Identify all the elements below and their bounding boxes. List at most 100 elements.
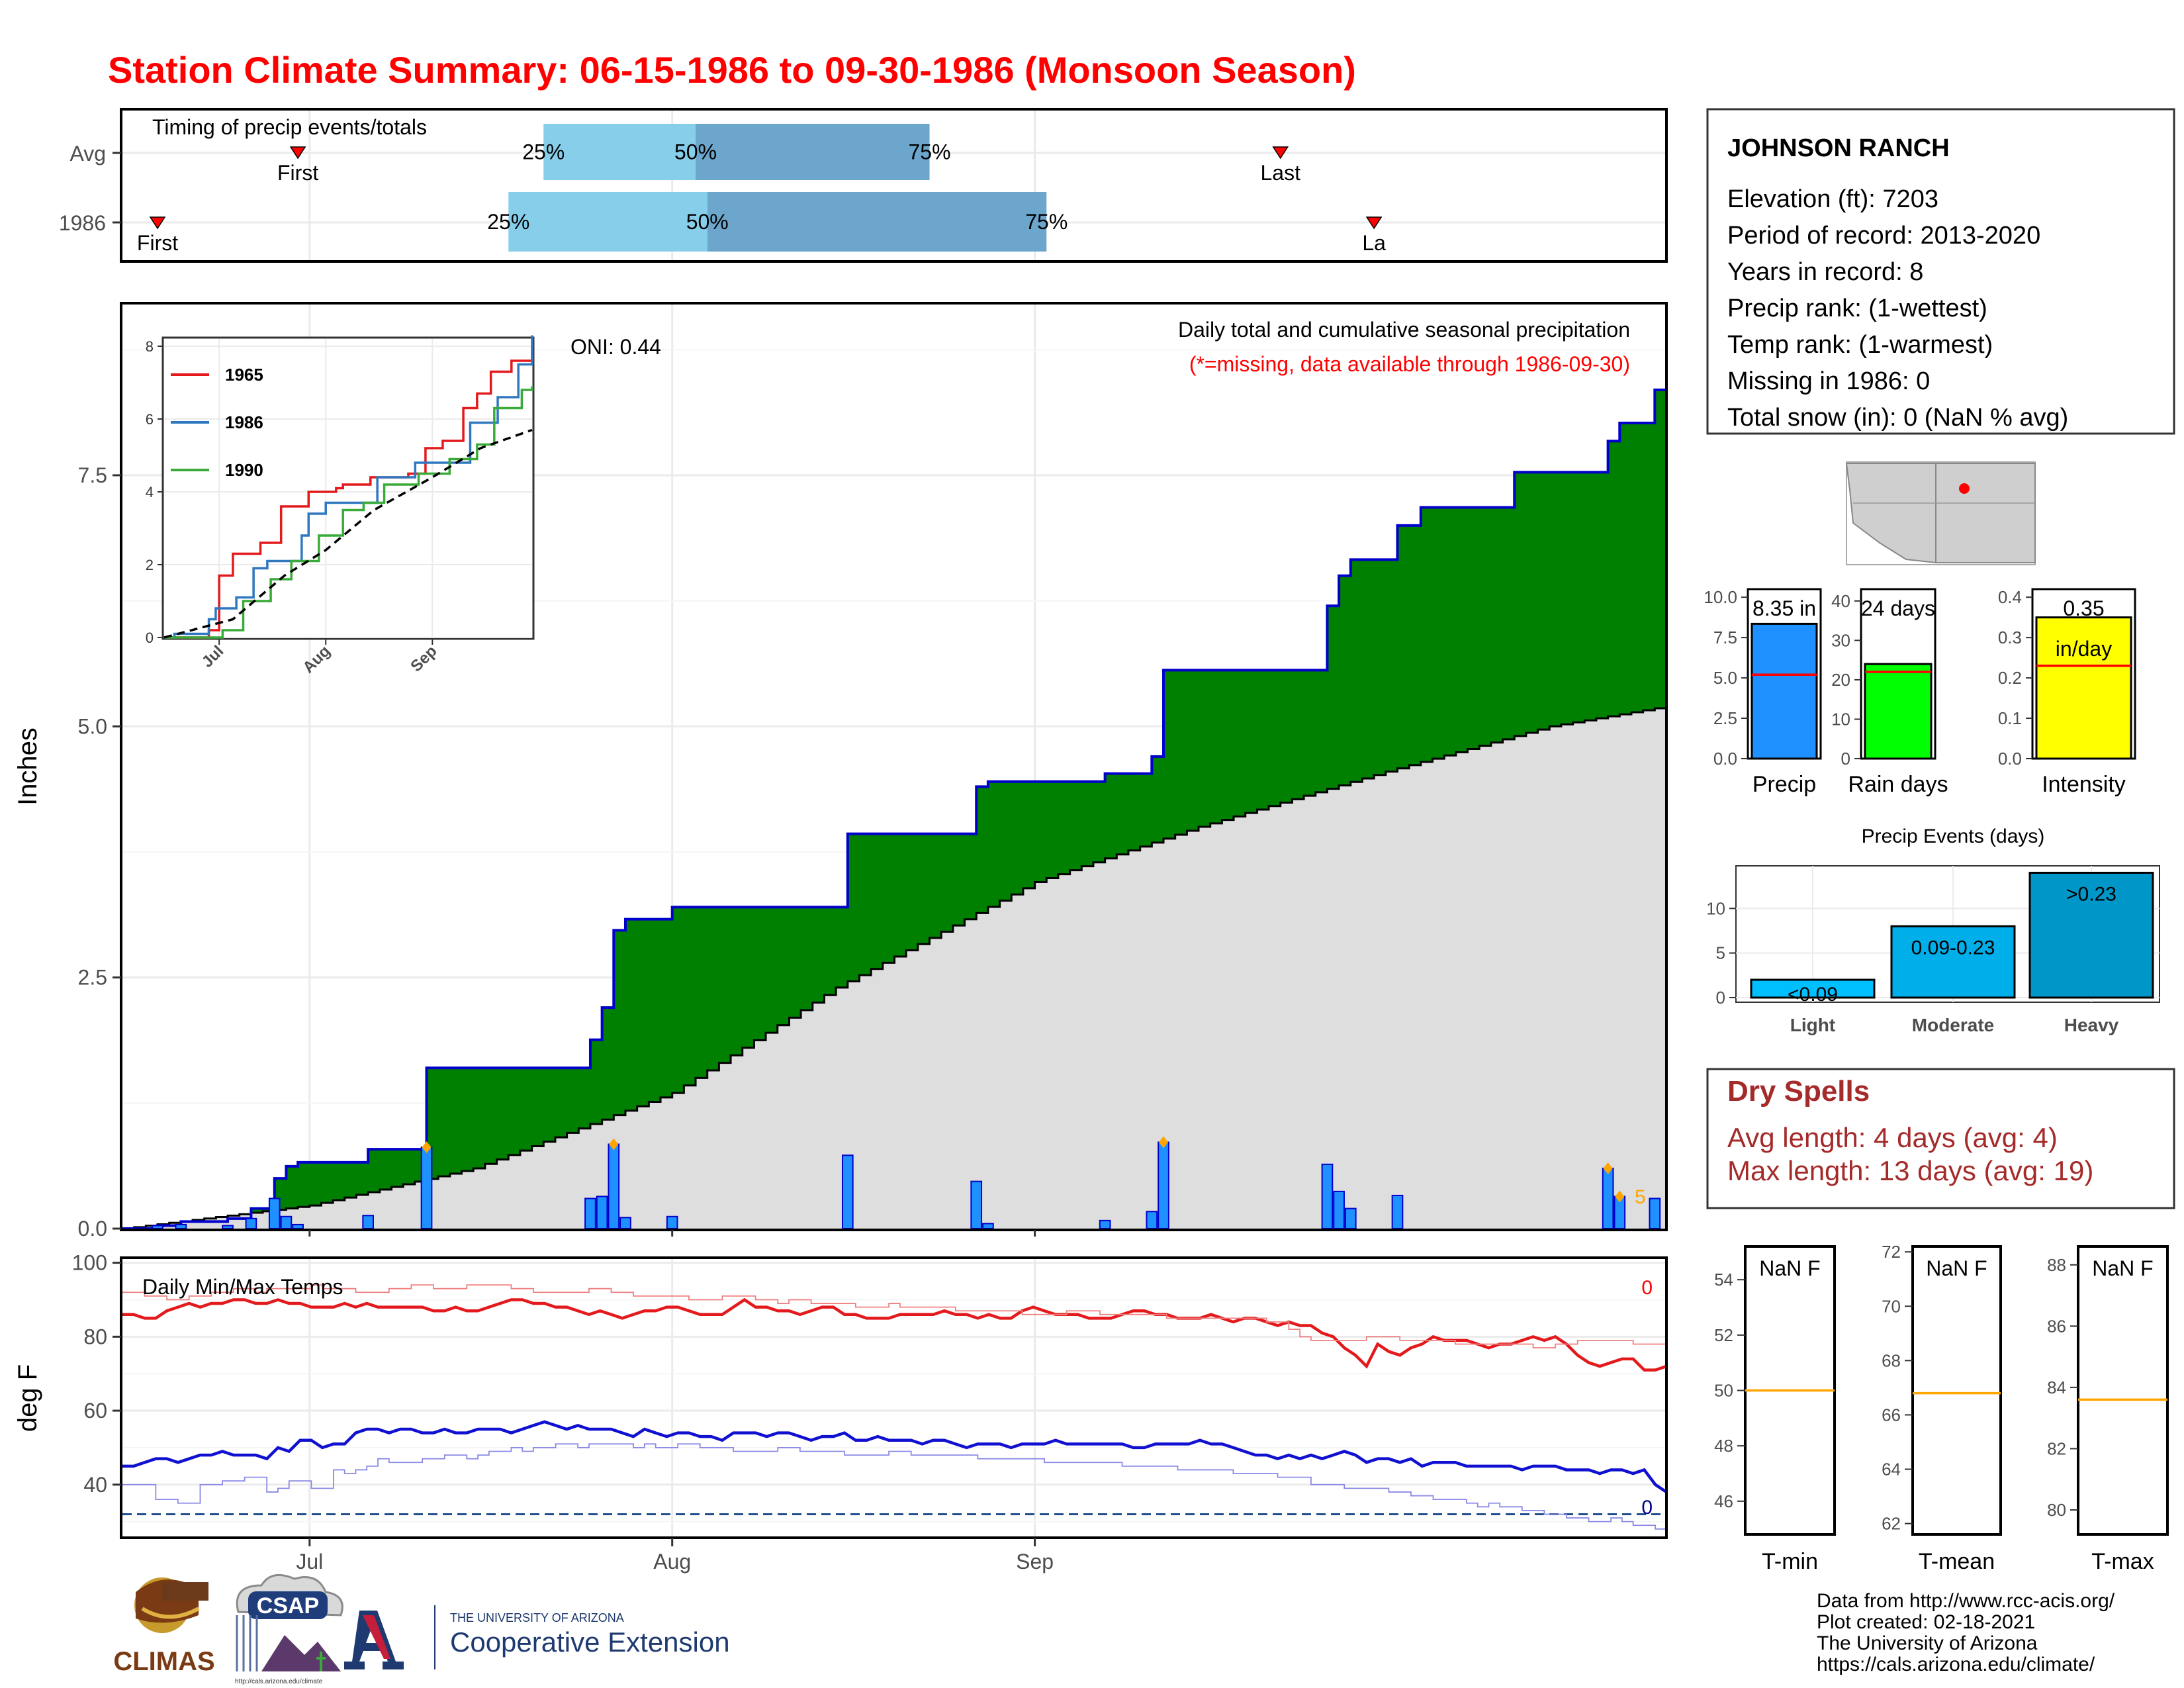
dry-spells-box: Dry Spells Avg length: 4 days (avg: 4) M… xyxy=(1706,1068,2175,1209)
dry-spells-title: Dry Spells xyxy=(1727,1075,1870,1107)
temp-y-tick: 100 xyxy=(72,1251,107,1275)
precip-event-bar-light xyxy=(1750,978,1876,999)
daily-precip-bar xyxy=(1146,1211,1158,1229)
daily-precip-bar xyxy=(1333,1190,1345,1230)
summary-bar-value: 24 days xyxy=(1861,596,1935,620)
summary-bar-label: Rain days xyxy=(1848,772,1948,797)
daily-precip-bar xyxy=(982,1223,994,1230)
daily-precip-bar xyxy=(970,1180,983,1230)
csap-logo: CSAP http://cals.arizona.edu/climate xyxy=(235,1573,343,1685)
inset-y-tick: 8 xyxy=(146,338,154,355)
station-name: JOHNSON RANCH xyxy=(1727,134,1950,162)
precip-event-bar-heavy xyxy=(2028,871,2154,999)
daily-precip-bar xyxy=(268,1197,281,1230)
summary-bar-y-tick: 0 xyxy=(1841,749,1850,769)
x-tick-month: Sep xyxy=(1016,1550,1054,1573)
temp-box-t-mean: NaN F T-mean 62 64 66 68 70 72 xyxy=(1882,1242,2002,1574)
timing-bar-q25-q50 xyxy=(508,192,707,252)
x-tick-month: Jul xyxy=(296,1550,323,1573)
inset-legend-label: 1986 xyxy=(225,412,263,432)
daily-precip-bar xyxy=(175,1223,187,1229)
station-precip-rank: Precip rank: (1-wettest) xyxy=(1727,295,1987,322)
daily-precip-bar xyxy=(841,1154,854,1230)
average-cumulative-line xyxy=(122,706,1668,1230)
climas-logo-text: CLIMAS xyxy=(113,1647,214,1676)
credits: Data from http://www.rcc-acis.org/ Plot … xyxy=(1817,1590,2115,1675)
timing-bar-q50-q75 xyxy=(707,192,1047,252)
timing-bar-q50-q75 xyxy=(696,124,930,180)
summary-bar-y-tick: 0.2 xyxy=(1998,668,2022,688)
summary-bar-y-tick: 20 xyxy=(1831,670,1850,690)
daily-precip-bar xyxy=(152,1225,163,1230)
summary-bar-y-tick: 10 xyxy=(1831,709,1850,729)
temperature-summary-boxes: NaN F T-min 46 48 50 52 54 NaN F T-mean 62 64 66 68 7… xyxy=(1714,1242,2169,1574)
timing-last-marker xyxy=(1272,146,1289,160)
timing-first-marker xyxy=(289,146,306,160)
station-elevation: Elevation (ft): 7203 xyxy=(1727,185,1938,213)
temp-box-y-tick: 88 xyxy=(2047,1255,2066,1275)
inset-line-1965 xyxy=(164,346,533,639)
precip-panel: 0.0 2.5 5.0 7.5 Inches ONI: 0.44 Daily tota… xyxy=(13,302,1668,1241)
timing-label-q50: 50% xyxy=(674,140,717,164)
inset-x-tick: Sep xyxy=(407,642,440,675)
precip-events-chart: Precip Events (days) <0.09 Light 0.09-0.23… xyxy=(1706,825,2160,1035)
temp-box-value: NaN F xyxy=(2092,1256,2153,1280)
flagged-day-marker xyxy=(422,1141,432,1154)
temp-box-y-tick: 82 xyxy=(2047,1438,2066,1458)
timing-label-q50: 50% xyxy=(686,210,729,234)
daily-precip-bar xyxy=(362,1215,374,1230)
daily-precip-bar xyxy=(1391,1194,1404,1230)
precip-subtitle: Daily total and cumulative seasonal prec… xyxy=(1178,318,1630,342)
daily-precip-bar xyxy=(666,1215,678,1229)
precip-event-category: Heavy xyxy=(2064,1015,2119,1035)
temp-line-tmax-avg xyxy=(122,1284,1666,1348)
inset-y-tick: 2 xyxy=(146,557,154,573)
ua-bottom-text: Cooperative Extension xyxy=(450,1626,730,1658)
temp-box-value: NaN F xyxy=(1759,1256,1820,1280)
inset-x-tick: Aug xyxy=(299,642,334,677)
daily-precip-bar xyxy=(222,1225,234,1230)
inset-y-tick: 0 xyxy=(146,630,154,646)
average-cumulative-area xyxy=(122,706,1666,1229)
temp-box-y-tick: 62 xyxy=(1882,1514,1901,1534)
station-missing: Missing in 1986: 0 xyxy=(1727,367,1930,395)
summary-bar-rain-days: 24 days Rain days 0 10 20 30 40 xyxy=(1831,588,1948,797)
summary-bar-y-tick: 10.0 xyxy=(1704,587,1737,607)
daily-precip-bar xyxy=(1602,1167,1614,1230)
temp-box-t-max: NaN F T-max 80 82 84 86 88 xyxy=(2047,1245,2169,1574)
ua-top-text: THE UNIVERSITY OF ARIZONA xyxy=(450,1611,624,1624)
precip-event-bar-label: 0.09-0.23 xyxy=(1911,937,1995,959)
precip-event-category: Light xyxy=(1790,1015,1835,1035)
temp-y-tick: 40 xyxy=(83,1473,107,1497)
tmax-missing: 0 xyxy=(1641,1277,1653,1299)
summary-bar-label: Intensity xyxy=(2042,772,2126,797)
temp-box-y-tick: 70 xyxy=(1882,1296,1901,1316)
daily-precip-bar xyxy=(280,1215,293,1229)
summary-bar-value: 0.35 xyxy=(2063,596,2104,620)
daily-precip-bar xyxy=(608,1143,620,1230)
precip-event-category: Moderate xyxy=(1912,1015,1994,1035)
station-snow: Total snow (in): 0 (NaN % avg) xyxy=(1727,404,2068,432)
precip-y-label: Inches xyxy=(13,727,42,806)
summary-bar-y-tick: 7.5 xyxy=(1713,628,1737,647)
precip-y-tick: 2.5 xyxy=(78,966,107,990)
summary-bar-y-tick: 0.3 xyxy=(1998,628,2022,647)
temp-box-y-tick: 48 xyxy=(1714,1436,1733,1456)
temp-box-y-tick: 80 xyxy=(2047,1500,2066,1520)
summary-bar-y-tick: 0.0 xyxy=(1998,749,2022,769)
temp-y-label: deg F xyxy=(13,1364,42,1432)
inset-y-tick: 4 xyxy=(146,484,154,500)
temp-box-label: T-mean xyxy=(1919,1549,1995,1574)
temp-box-label: T-max xyxy=(2091,1549,2154,1574)
summary-bar-y-tick: 0.4 xyxy=(1998,587,2022,607)
temp-box-t-min: NaN F T-min 46 48 50 52 54 xyxy=(1714,1245,1836,1574)
temp-line-tmin xyxy=(122,1420,1668,1493)
precip-y-tick: 5.0 xyxy=(78,714,107,738)
temp-box-y-tick: 84 xyxy=(2047,1378,2066,1397)
timing-label-q25: 25% xyxy=(487,210,529,234)
temp-panel-title: Daily Min/Max Temps xyxy=(142,1275,343,1299)
cumulative-precip-line xyxy=(122,388,1666,1230)
temp-line-tmin-avg xyxy=(122,1443,1667,1530)
flagged-day-markers xyxy=(422,1136,1625,1203)
timing-first-marker xyxy=(149,216,166,230)
